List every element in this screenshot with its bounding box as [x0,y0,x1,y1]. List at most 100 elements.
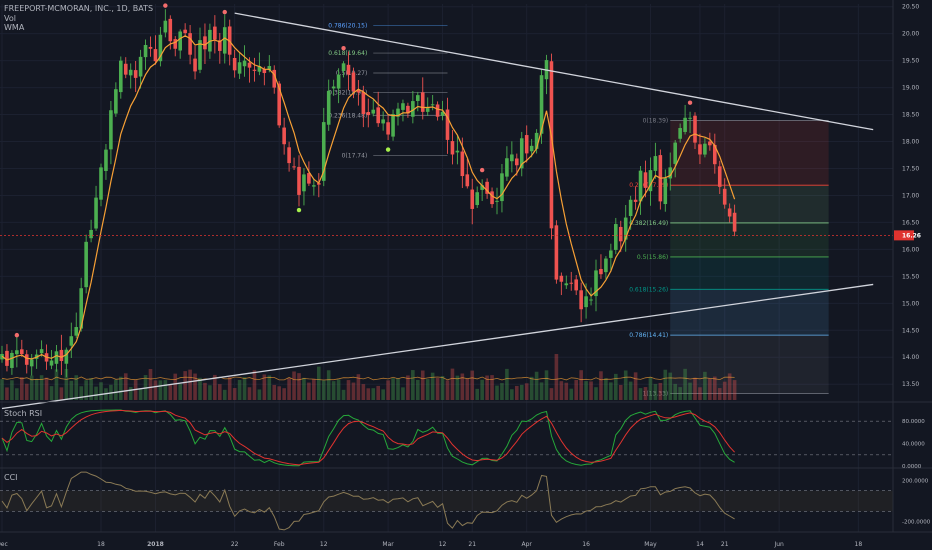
fib-top-label-2: 0.5(19.27) [336,70,367,77]
volume-bar [430,372,435,400]
price-tick-label: 15.00 [902,300,919,307]
time-tick-label: 21 [468,541,476,548]
candle-body [505,158,509,177]
volume-bar [554,354,559,400]
candle-body [351,72,356,92]
candle-body [604,258,608,273]
volume-bar [490,375,494,400]
candle-body [292,166,296,168]
volume-bar [594,387,598,400]
volume-bar [465,378,470,400]
candle-body [628,199,633,217]
candle-body [109,110,113,150]
volume-bar [123,373,128,400]
last-price-label: 16.26 [902,232,921,239]
candle-body [693,115,697,143]
candle-body [609,250,613,258]
volume-average-line [1,376,735,381]
volume-bar [480,379,484,400]
candle-body [20,349,24,355]
price-tick-label: 19.00 [902,85,919,92]
candle-body [663,178,668,205]
candle-body [653,156,658,171]
volume-bar [722,381,727,400]
volume-bar [252,370,257,400]
volume-bar [698,387,702,400]
fib-bottom-label-6: 1(13.33) [643,390,669,397]
volume-bar [69,380,74,400]
candle-body [29,359,34,367]
cci-band-fill [0,490,893,512]
candle-body [178,31,182,51]
candle-body [549,61,554,229]
candle-body [183,29,187,34]
candle-body [336,74,341,89]
candle-body [148,46,153,49]
volume-bar [24,383,29,400]
stoch-d-line [1,409,735,466]
time-tick-label: 14 [696,541,704,548]
volume-bar [450,368,455,400]
candle-body [500,173,504,202]
candle-body [277,83,281,126]
volume-bar [376,385,380,400]
buy-dot [296,207,302,213]
stoch-rsi-legend: Stoch RSI [4,409,43,418]
volume-bar [163,380,168,400]
volume-bar [534,371,539,400]
candle-body [559,275,564,282]
candle-body [346,64,351,75]
volume-bar [366,388,371,400]
grid [0,4,893,532]
volume-bar [287,378,291,400]
volume-bar [49,386,54,400]
volume-bar [227,377,232,400]
candle-body [564,283,569,286]
volume-bar [222,389,227,400]
candle-body [307,173,311,184]
volume-bar [74,375,79,400]
volume-bar [208,385,212,400]
fibonacci-retracements: 0.786(20.15) 0.618(19.64) 0.5(19.27) 0.382(… [328,23,829,397]
candle-body [114,89,118,114]
candle-body [633,199,638,202]
price-tick-label: 17.00 [902,192,919,199]
volume-bar [381,389,385,400]
price-tick-label: 15.50 [902,273,919,280]
candle-body [465,174,470,187]
candle-body [302,174,306,192]
sell-dot [163,3,168,8]
candle-body [579,290,583,310]
candle-body [529,145,534,152]
volume-bar [99,382,103,400]
volume-bar [425,379,430,400]
cci-tick-label: 200.0000 [902,478,929,484]
candle-body [584,296,588,308]
trendline-upper [234,12,874,131]
wma-line [1,35,736,361]
sell-dot [687,100,693,105]
volume-bar [351,382,356,400]
volume-bar [435,378,440,400]
fib-bottom-label-3: 0.5(15.86) [637,254,668,261]
volume-bar [218,384,222,400]
cci-tick-label: -200.0000 [902,520,931,526]
trendline-lower [1,283,874,410]
time-tick-label: 18 [97,541,105,548]
cci-pane [0,467,932,531]
volume-bar [510,389,514,400]
volume-bar [183,371,187,400]
candle-body [158,34,163,62]
candle-body [450,141,455,155]
fib-bottom-label-4: 0.618(15.26) [629,286,668,293]
volume-bar [277,386,281,400]
fib-top-label-4: 0.236(18.48) [328,113,367,120]
volume-bar [29,375,34,400]
volume-bar [678,387,682,400]
stoch-rsi-pane [0,401,932,467]
volume-bar [321,380,326,400]
volume-bar [663,369,668,400]
candle-body [648,170,653,192]
trendlines[interactable] [1,12,874,410]
